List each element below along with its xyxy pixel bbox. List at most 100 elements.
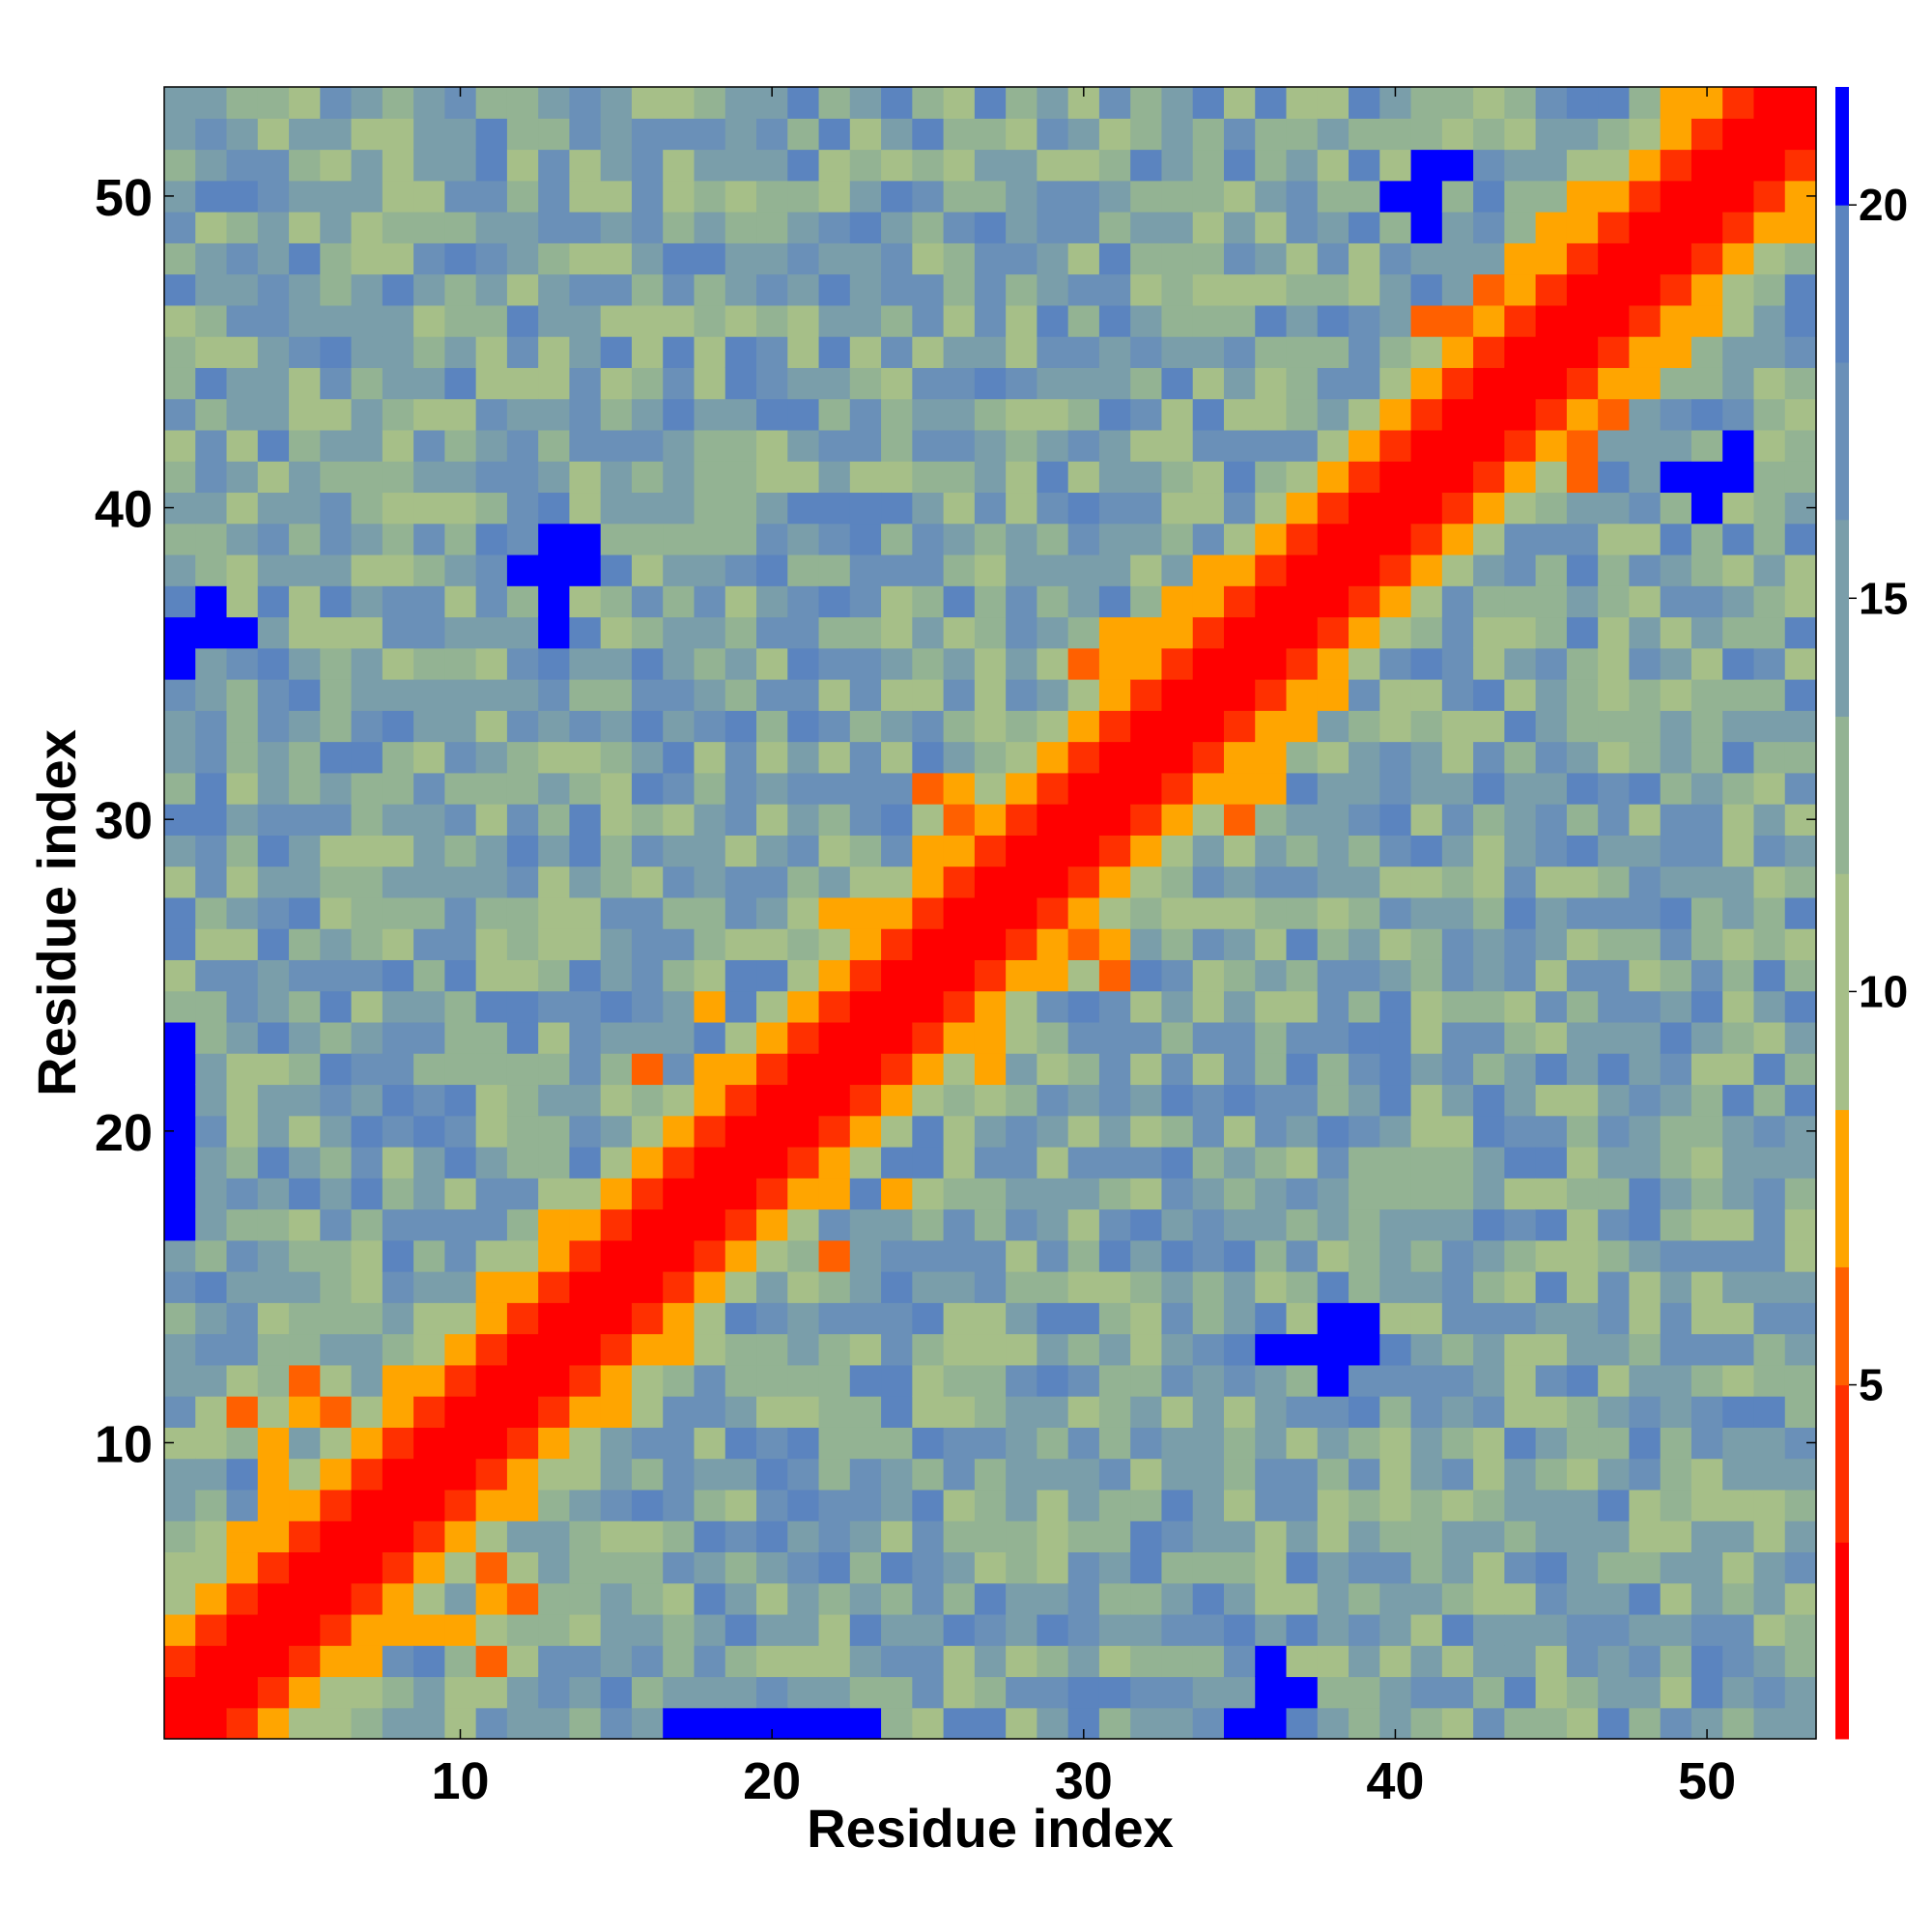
heatmap-cell (1223, 336, 1256, 368)
heatmap-cell (1598, 1676, 1631, 1709)
heatmap-cell (226, 1271, 259, 1303)
heatmap-cell (1722, 1115, 1755, 1148)
heatmap-cell (257, 896, 290, 929)
heatmap-cell (1753, 180, 1786, 213)
heatmap-cell (226, 273, 259, 306)
heatmap-cell (538, 1676, 571, 1709)
heatmap-cell (1441, 772, 1474, 805)
heatmap-cell (1006, 1551, 1037, 1584)
heatmap-cell (694, 1178, 726, 1210)
heatmap-cell (1629, 1458, 1662, 1491)
heatmap-cell (320, 461, 353, 494)
heatmap-cell (600, 554, 633, 586)
heatmap-cell (1317, 1396, 1350, 1428)
heatmap-cell (1067, 242, 1100, 275)
heatmap-cell (724, 87, 757, 119)
heatmap-cell (1566, 616, 1599, 649)
heatmap-cell (1379, 896, 1412, 929)
heatmap-cell (413, 1178, 445, 1210)
heatmap-cell (1753, 118, 1786, 151)
heatmap-cell (849, 616, 882, 649)
heatmap-cell (1504, 896, 1537, 929)
heatmap-cell (382, 896, 414, 929)
heatmap-cell (569, 741, 602, 774)
heatmap-cell (849, 835, 882, 867)
heatmap-cell (787, 461, 820, 494)
heatmap-cell (881, 523, 913, 555)
heatmap-cell (663, 1333, 696, 1366)
heatmap-cell (195, 429, 228, 462)
heatmap-cell (351, 1084, 384, 1117)
heatmap-cell (1006, 990, 1037, 1023)
heatmap-cell (320, 1645, 353, 1678)
heatmap-cell (1192, 1239, 1225, 1272)
heatmap-cell (1441, 1551, 1474, 1584)
heatmap-cell (1037, 1676, 1069, 1709)
heatmap-cell (694, 1458, 726, 1491)
heatmap-cell (1690, 1551, 1723, 1584)
heatmap-cell (1441, 242, 1474, 275)
heatmap-cell (1067, 616, 1100, 649)
heatmap-cell (1566, 1364, 1599, 1397)
heatmap-cell (724, 367, 757, 400)
heatmap-cell (1067, 679, 1100, 711)
heatmap-cell (663, 1551, 696, 1584)
heatmap-cell (1535, 212, 1568, 243)
heatmap-cell (1098, 212, 1131, 243)
heatmap-cell (974, 1613, 1007, 1646)
heatmap-cell (1255, 367, 1288, 400)
heatmap-cell (974, 959, 1007, 992)
heatmap-cell (1566, 1427, 1599, 1460)
heatmap-cell (1067, 1271, 1100, 1303)
heatmap-cell (475, 1208, 508, 1241)
heatmap-cell (1317, 149, 1350, 182)
heatmap-cell (849, 1364, 882, 1397)
heatmap-cell (538, 461, 571, 494)
heatmap-cell (912, 304, 945, 337)
heatmap-cell (631, 866, 664, 898)
heatmap-cell (1784, 398, 1817, 431)
heatmap-cell (1473, 367, 1505, 400)
heatmap-cell (849, 212, 882, 243)
heatmap-cell (1473, 554, 1505, 586)
heatmap-cell (1784, 273, 1817, 306)
heatmap-cell (1192, 1427, 1225, 1460)
heatmap-cell (1317, 1115, 1350, 1148)
heatmap-cell (1473, 1021, 1505, 1054)
heatmap-cell (849, 492, 882, 525)
heatmap-cell (226, 647, 259, 680)
heatmap-cell (974, 1645, 1007, 1678)
heatmap-cell (226, 1396, 259, 1428)
heatmap-cell (663, 1582, 696, 1615)
heatmap-cell (1473, 1302, 1505, 1335)
heatmap-cell (600, 336, 633, 368)
heatmap-cell (849, 1021, 882, 1054)
heatmap-cell (1286, 741, 1319, 774)
heatmap-cell (1504, 1707, 1537, 1740)
heatmap-cell (164, 772, 196, 805)
heatmap-cell (195, 1271, 228, 1303)
heatmap-cell (289, 1613, 321, 1646)
heatmap-cell (413, 959, 445, 992)
heatmap-cell (849, 1458, 882, 1491)
heatmap-cell (1629, 1676, 1662, 1709)
heatmap-cell (1130, 835, 1163, 867)
heatmap-cell (631, 835, 664, 867)
heatmap-cell (569, 273, 602, 306)
heatmap-cell (1690, 804, 1723, 836)
heatmap-cell (694, 212, 726, 243)
heatmap-cell (1037, 1707, 1069, 1740)
heatmap-cell (1753, 523, 1786, 555)
heatmap-cell (320, 1053, 353, 1086)
heatmap-cell (663, 1676, 696, 1709)
heatmap-cell (818, 647, 851, 680)
heatmap-cell (413, 835, 445, 867)
heatmap-cell (974, 710, 1007, 743)
heatmap-cell (1410, 1458, 1443, 1491)
heatmap-cell (1441, 1021, 1474, 1054)
heatmap-cell (382, 679, 414, 711)
heatmap-cell (1722, 398, 1755, 431)
heatmap-cell (631, 679, 664, 711)
heatmap-cell (569, 772, 602, 805)
heatmap-cell (787, 1021, 820, 1054)
